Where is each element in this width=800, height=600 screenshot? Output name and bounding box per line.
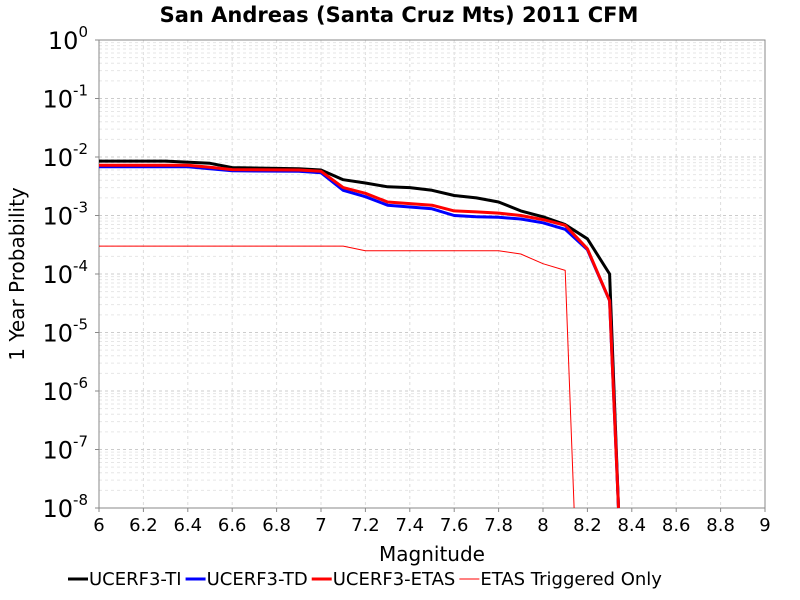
legend-label-1: UCERF3-TD [207, 569, 308, 590]
y-tick-label: 10-6 [42, 374, 88, 406]
x-tick-label: 7.8 [484, 515, 513, 536]
x-tick-label: 8 [537, 515, 548, 536]
y-tick-label: 10-8 [42, 491, 88, 523]
legend-label-2: UCERF3-ETAS [333, 569, 456, 590]
x-axis: 6 6.2 6.4 6.6 6.8 7 7.2 7.4 7.6 7.8 8 8.2 8.4 8.6 8.8 9 [93, 508, 771, 536]
grid [98, 40, 766, 509]
x-tick-label: 7.4 [395, 515, 424, 536]
y-tick-label: 10-7 [42, 433, 88, 465]
y-tick-label: 10-4 [42, 257, 88, 289]
series-line-2 [99, 163, 620, 509]
x-tick-label: 8.8 [706, 515, 735, 536]
x-tick-label: 8.6 [662, 515, 691, 536]
series-line-3 [99, 245, 575, 509]
series-line-0 [99, 159, 620, 509]
x-axis-label: Magnitude [379, 542, 485, 566]
y-axis-label: 1 Year Probability [5, 187, 29, 361]
y-tick-label: 10-1 [42, 82, 88, 114]
y-tick-label: 10-3 [42, 199, 88, 231]
x-tick-label: 8.4 [617, 515, 646, 536]
x-tick-label: 7 [315, 515, 326, 536]
y-tick-label: 10-2 [42, 140, 88, 172]
legend-label-0: UCERF3-TI [89, 569, 182, 590]
x-tick-label: 6.4 [173, 515, 202, 536]
legend: UCERF3-TI UCERF3-TD UCERF3-ETAS ETAS Trigge… [68, 569, 662, 590]
y-tick-label: 100 [48, 23, 88, 55]
x-tick-label: 7.6 [440, 515, 469, 536]
x-tick-label: 6.8 [262, 515, 291, 536]
x-tick-label: 7.2 [351, 515, 380, 536]
x-tick-label: 6.2 [129, 515, 158, 536]
x-tick-label: 8.2 [573, 515, 602, 536]
x-tick-label: 6.6 [218, 515, 247, 536]
y-tick-label: 10-5 [42, 316, 88, 348]
x-tick-label: 9 [759, 515, 770, 536]
chart-title: San Andreas (Santa Cruz Mts) 2011 CFM [160, 3, 639, 27]
y-axis: 100 10-1 10-2 10-3 10-4 10-5 10-6 10-7 10-8 [42, 23, 99, 523]
series-layer [99, 159, 620, 509]
legend-label-3: ETAS Triggered Only [480, 569, 662, 590]
x-tick-label: 6 [93, 515, 104, 536]
